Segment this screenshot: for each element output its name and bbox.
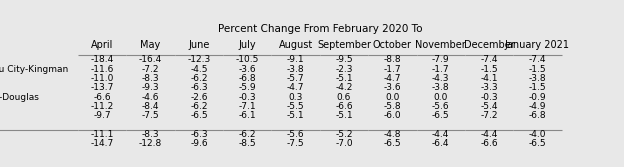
Text: Percent Change From February 2020 To: Percent Change From February 2020 To [218, 24, 422, 34]
